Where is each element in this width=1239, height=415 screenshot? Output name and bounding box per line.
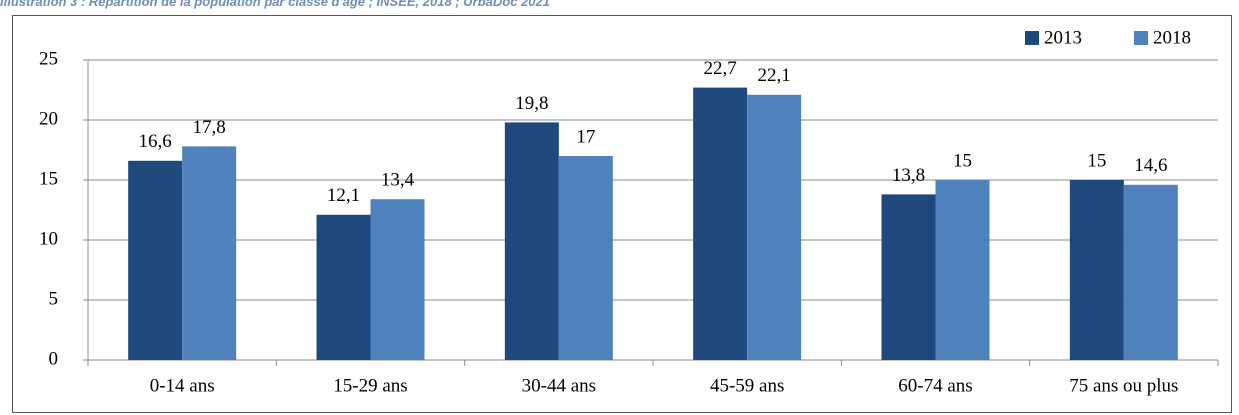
bar	[182, 146, 237, 360]
value-label: 13,4	[381, 170, 415, 191]
value-label: 15	[1087, 150, 1106, 171]
bar	[316, 214, 371, 360]
bar	[128, 160, 183, 360]
bar	[370, 199, 425, 360]
bar	[747, 94, 802, 361]
legend-label: 2018	[1153, 27, 1191, 48]
caption: Illustration 3 : Répartition de la popul…	[0, 0, 550, 9]
value-label: 16,6	[139, 131, 172, 152]
x-tick-label: 15-29 ans	[333, 375, 407, 396]
x-tick-label: 75 ans ou plus	[1069, 375, 1178, 396]
bar	[881, 194, 936, 360]
value-label: 22,1	[758, 65, 791, 86]
value-label: 17,8	[193, 117, 226, 138]
bar	[1069, 180, 1124, 360]
value-label: 17	[576, 126, 595, 147]
value-label: 15	[953, 150, 972, 171]
bar	[1123, 184, 1178, 360]
y-tick-label: 25	[39, 48, 58, 69]
bar	[504, 122, 559, 361]
legend-swatch	[1025, 31, 1039, 45]
bar	[558, 156, 613, 360]
y-tick-label: 15	[39, 168, 58, 189]
value-label: 12,1	[327, 185, 360, 206]
value-label: 19,8	[515, 93, 548, 114]
bar	[693, 87, 748, 360]
y-tick-label: 5	[49, 288, 59, 309]
value-label: 14,6	[1134, 155, 1167, 176]
chart-frame	[12, 15, 1232, 413]
x-tick-label: 30-44 ans	[522, 375, 596, 396]
x-tick-label: 60-74 ans	[898, 375, 972, 396]
y-tick-label: 0	[49, 348, 59, 369]
x-tick-label: 45-59 ans	[710, 375, 784, 396]
value-label: 13,8	[892, 165, 925, 186]
legend-label: 2013	[1044, 27, 1082, 48]
y-tick-label: 10	[39, 228, 58, 249]
legend-swatch	[1134, 31, 1148, 45]
bar	[935, 180, 990, 360]
x-tick-label: 0-14 ans	[150, 375, 215, 396]
value-label: 22,7	[704, 58, 737, 79]
y-tick-label: 20	[39, 108, 58, 129]
